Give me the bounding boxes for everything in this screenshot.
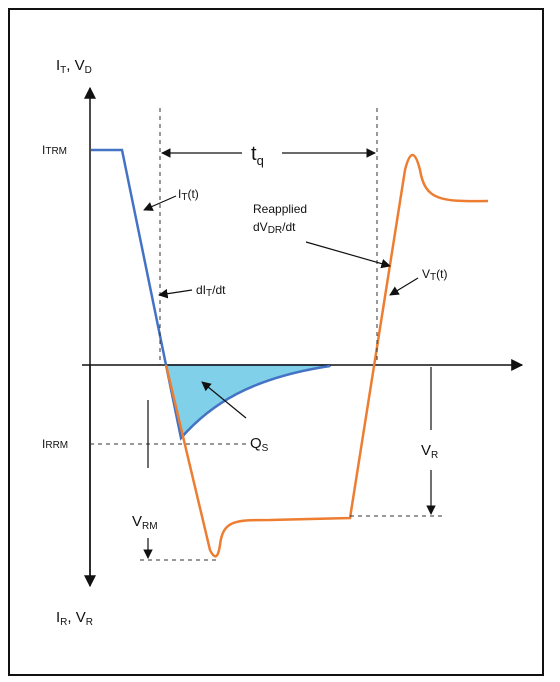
voltage-curve [164,153,489,558]
vr-label: VR [421,442,438,461]
vrm-label: VRM [132,513,158,532]
current-curve [91,148,331,441]
dit-dt-label: dIT/dt [196,283,226,299]
qs-label: QS [250,435,269,454]
vt-pointer [389,277,419,296]
it-t-label: IT(t) [178,187,199,203]
diagram-frame: IT, VD IR, VR ITRM IRRM tq IT(t) dIT/dt … [8,8,544,676]
itrm-label: ITRM [42,143,67,157]
axis-label-bottom: IR, VR [56,609,93,628]
axis-label-top: IT, VD [56,57,92,76]
dit-pointer [158,288,193,299]
vt-t-label: VT(t) [422,267,447,283]
qs-pointer [201,381,247,419]
tq-label: tq [251,143,264,168]
irrm-label: IRRM [42,437,68,451]
thyristor-turnoff-diagram: IT, VD IR, VR ITRM IRRM tq IT(t) dIT/dt … [42,57,524,628]
reapplied-pointer [305,241,391,269]
reapplied-label: Reapplied [253,202,307,216]
it-pointer [143,195,177,211]
dvdr-dt-label: dVDR/dt [253,220,296,236]
